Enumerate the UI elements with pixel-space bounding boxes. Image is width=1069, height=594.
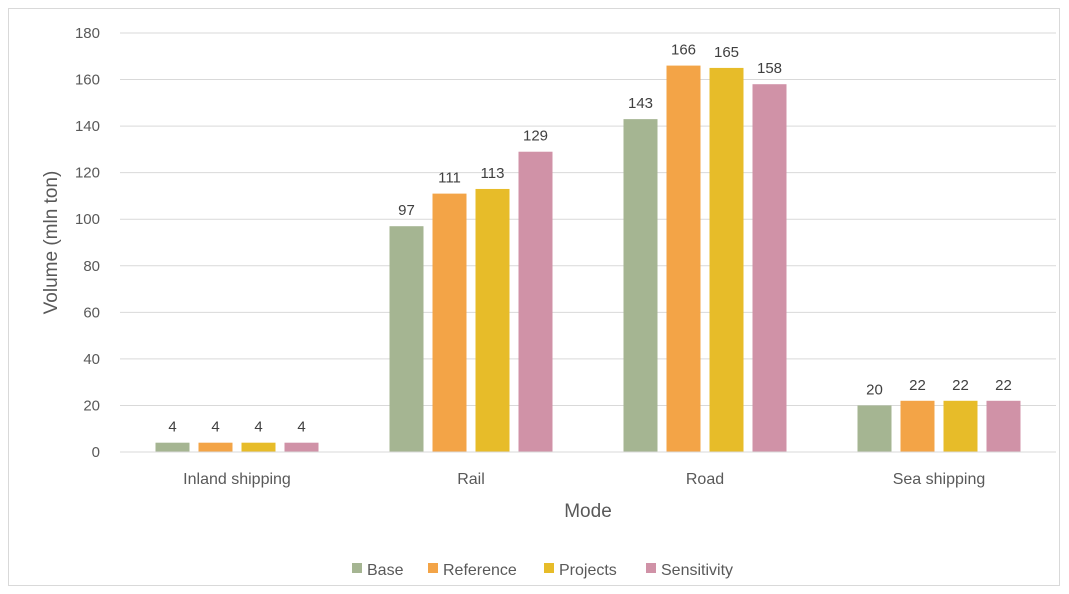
bar	[857, 405, 892, 452]
data-label: 143	[628, 95, 653, 112]
bar	[666, 65, 701, 452]
data-label: 4	[254, 419, 262, 436]
bar	[752, 84, 787, 452]
y-tick-label: 180	[75, 25, 100, 42]
x-category-label: Sea shipping	[893, 471, 986, 488]
data-label: 4	[297, 419, 305, 436]
legend-swatch	[352, 563, 362, 573]
y-tick-label: 40	[83, 351, 100, 368]
x-category-label: Rail	[457, 471, 485, 488]
bar	[986, 400, 1021, 452]
legend-swatch	[428, 563, 438, 573]
y-tick-label: 160	[75, 72, 100, 89]
legend-label: Base	[367, 562, 404, 579]
data-label: 113	[481, 165, 505, 182]
data-label: 111	[438, 170, 461, 187]
bar	[241, 442, 276, 452]
data-label: 4	[168, 419, 176, 436]
data-label: 20	[866, 381, 883, 398]
bar	[943, 400, 978, 452]
legend: Base Reference Projects Sensitivity	[352, 562, 733, 579]
bar	[284, 442, 319, 452]
bar	[623, 119, 658, 452]
data-label: 4	[211, 419, 219, 436]
y-tick-label: 120	[75, 165, 100, 182]
y-tick-label: 100	[75, 211, 100, 228]
y-tick-label: 60	[83, 304, 100, 321]
data-label: 165	[714, 44, 739, 61]
y-tick-label: 20	[83, 397, 100, 414]
gridlines	[120, 32, 1056, 406]
y-axis-title: Volume (mln ton)	[41, 171, 62, 315]
legend-swatch	[544, 563, 554, 573]
bars	[155, 65, 1021, 453]
legend-label: Sensitivity	[661, 562, 733, 579]
data-label: 166	[671, 42, 696, 59]
legend-swatch	[646, 563, 656, 573]
bar	[198, 442, 233, 452]
data-label: 22	[995, 377, 1012, 394]
bar	[518, 151, 553, 452]
data-label: 158	[757, 60, 782, 77]
data-label: 97	[398, 202, 415, 219]
data-label: 22	[952, 377, 969, 394]
bar	[432, 193, 467, 452]
data-label: 22	[909, 377, 926, 394]
bar	[475, 188, 510, 452]
legend-label: Projects	[559, 562, 617, 579]
x-axis-categories: Inland shipping Rail Road Sea shipping	[183, 471, 985, 488]
x-category-label: Road	[686, 471, 724, 488]
y-tick-label: 80	[83, 258, 100, 275]
bar	[709, 67, 744, 453]
y-axis-ticks: 0 20 40 60 80 100 120 140 160 180	[75, 25, 100, 461]
legend-label: Reference	[443, 562, 517, 579]
data-labels: 4 4 4 4 97 111 113 129 143 166 165 158 20 22 22 22	[168, 42, 1012, 436]
bar	[155, 442, 190, 452]
y-tick-label: 140	[75, 118, 100, 135]
data-label: 129	[523, 128, 548, 145]
bar	[389, 226, 424, 452]
x-axis-title: Mode	[564, 501, 612, 522]
x-category-label: Inland shipping	[183, 471, 291, 488]
bar	[900, 400, 935, 452]
y-tick-label: 0	[92, 444, 100, 461]
